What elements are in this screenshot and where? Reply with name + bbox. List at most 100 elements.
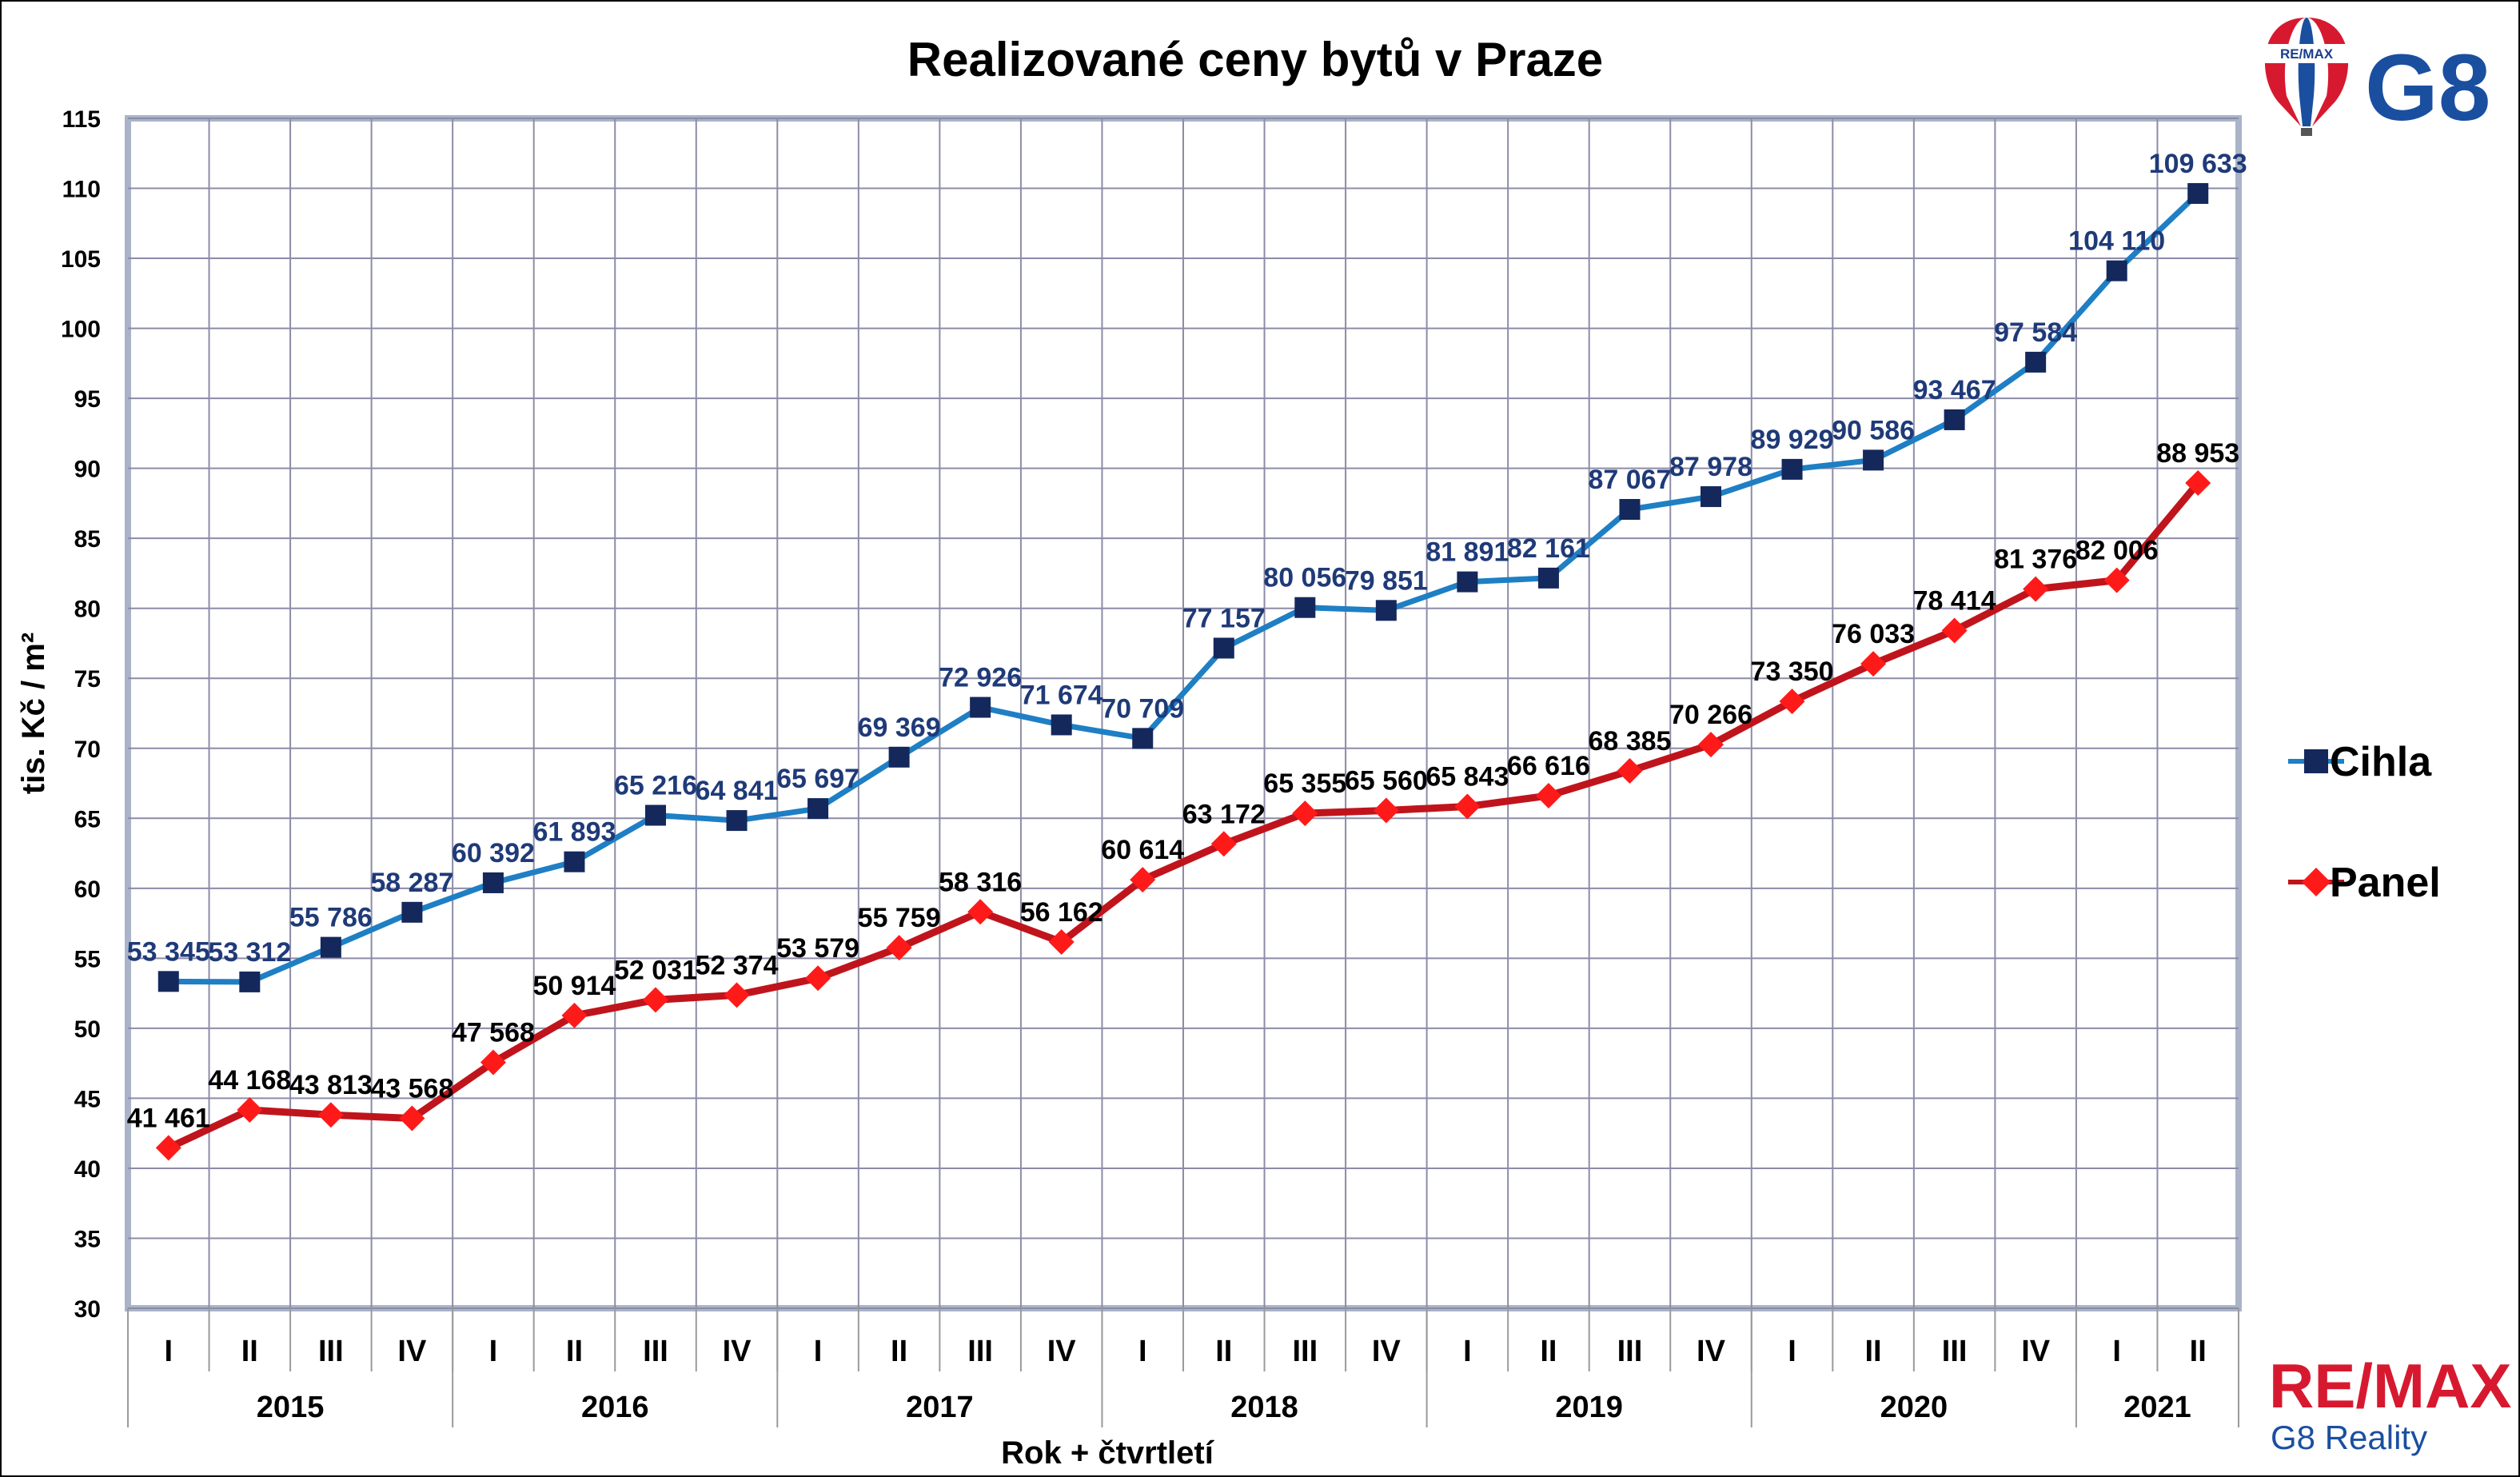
data-point-cihla — [482, 872, 504, 893]
legend: Cihla Panel — [2288, 739, 2441, 906]
chart-title: Realizované ceny bytů v Praze — [907, 33, 1603, 86]
data-point-panel — [1210, 831, 1237, 857]
data-point-cihla — [1781, 458, 1803, 480]
data-point-cihla — [2187, 182, 2209, 204]
y-tick-label: 45 — [74, 1086, 101, 1112]
x-quarter-label: I — [164, 1335, 173, 1368]
x-quarter-label: III — [967, 1335, 993, 1368]
x-year-label: 2020 — [1880, 1391, 1948, 1424]
x-quarter-label: I — [489, 1335, 498, 1368]
data-label-panel: 63 172 — [1182, 799, 1266, 829]
x-quarter-label: IV — [723, 1335, 752, 1368]
x-axis: I II III IV I II III IV I II III IV I II III IV I II III IV… — [127, 1308, 2239, 1427]
data-point-panel — [886, 935, 912, 961]
data-label-cihla: 61 893 — [532, 817, 616, 848]
gridlines — [128, 118, 2239, 1309]
x-quarter-label: III — [643, 1335, 668, 1368]
data-label-cihla: 60 392 — [452, 838, 535, 868]
x-quarter-label: II — [1215, 1335, 1232, 1368]
data-label-panel: 78 414 — [1913, 585, 1996, 616]
data-label-cihla: 53 345 — [127, 936, 210, 967]
data-label-panel: 55 759 — [858, 903, 941, 933]
y-axis-label: tis. Kč / m² — [16, 633, 51, 794]
y-tick-label: 75 — [74, 666, 101, 693]
data-point-panel — [967, 899, 994, 925]
data-label-cihla: 71 674 — [1020, 680, 1103, 710]
data-point-panel — [1454, 793, 1481, 820]
data-label-panel: 66 616 — [1507, 751, 1590, 781]
data-label-panel: 70 266 — [1669, 700, 1752, 730]
x-quarter-label: IV — [1697, 1335, 1726, 1368]
data-point-cihla — [1944, 409, 1965, 430]
x-quarter-label: IV — [397, 1335, 427, 1368]
data-point-cihla — [1863, 449, 1884, 471]
data-point-cihla — [2106, 260, 2127, 281]
y-tick-label: 95 — [74, 386, 101, 413]
data-point-panel — [237, 1096, 263, 1123]
data-point-cihla — [1213, 637, 1234, 659]
y-tick-label: 30 — [74, 1296, 101, 1323]
y-tick-label: 105 — [61, 246, 101, 273]
data-point-cihla — [239, 971, 261, 992]
x-quarter-label: IV — [1047, 1335, 1077, 1368]
y-tick-label: 55 — [74, 946, 101, 972]
data-label-panel: 44 168 — [208, 1065, 291, 1096]
data-label-panel: 52 031 — [614, 955, 697, 985]
balloon-icon: RE/MAX — [2263, 18, 2351, 136]
x-quarter-label: II — [566, 1335, 583, 1368]
x-year-label: 2015 — [257, 1391, 325, 1424]
data-point-cihla — [1294, 597, 1316, 618]
y-tick-label: 50 — [74, 1016, 101, 1043]
data-point-panel — [2185, 469, 2211, 496]
data-point-panel — [724, 982, 750, 1008]
data-label-panel: 82 006 — [2075, 536, 2159, 566]
y-tick-label: 40 — [74, 1156, 101, 1183]
y-tick-label: 115 — [62, 106, 101, 133]
data-point-cihla — [320, 936, 341, 958]
x-quarter-label: I — [814, 1335, 823, 1368]
footer-brand-sub: G8 Reality — [2271, 1419, 2427, 1456]
data-label-cihla: 53 312 — [208, 937, 291, 968]
data-point-cihla — [158, 971, 179, 992]
data-label-cihla: 82 161 — [1507, 533, 1590, 564]
data-label-panel: 81 376 — [1994, 545, 2077, 575]
legend-label-panel: Panel — [2330, 860, 2441, 906]
data-point-panel — [1941, 617, 1968, 644]
y-tick-label: 60 — [74, 876, 101, 903]
data-label-cihla: 89 929 — [1751, 425, 1834, 455]
legend-marker-square — [2304, 749, 2328, 773]
data-point-cihla — [970, 697, 991, 718]
data-label-panel: 41 461 — [127, 1103, 210, 1133]
data-point-panel — [1617, 758, 1643, 784]
data-label-cihla: 87 978 — [1669, 452, 1752, 482]
data-label-panel: 52 374 — [696, 950, 779, 980]
data-label-panel: 65 843 — [1425, 762, 1509, 792]
x-quarter-label: III — [1617, 1335, 1643, 1368]
data-point-panel — [643, 987, 668, 1013]
data-point-panel — [1292, 800, 1318, 827]
data-label-cihla: 104 110 — [2068, 226, 2165, 257]
x-quarter-label: II — [891, 1335, 907, 1368]
data-point-panel — [1048, 929, 1075, 956]
data-point-cihla — [401, 901, 423, 923]
data-point-cihla — [1375, 600, 1397, 621]
data-label-cihla: 97 584 — [1994, 317, 2077, 348]
data-label-cihla: 90 586 — [1832, 415, 1915, 445]
data-label-panel: 56 162 — [1020, 897, 1103, 928]
data-point-cihla — [1619, 498, 1641, 520]
x-quarter-label: I — [1138, 1335, 1147, 1368]
data-point-cihla — [1051, 714, 1072, 736]
data-label-panel: 65 355 — [1263, 768, 1346, 799]
y-tick-label: 70 — [74, 737, 101, 763]
legend-item-panel: Panel — [2288, 860, 2441, 906]
data-point-panel — [1373, 797, 1399, 824]
data-point-cihla — [2025, 351, 2047, 373]
x-quarter-label: IV — [2021, 1335, 2051, 1368]
x-quarter-label: I — [1788, 1335, 1796, 1368]
data-point-cihla — [1132, 728, 1154, 749]
x-year-label: 2021 — [2123, 1391, 2191, 1424]
data-point-cihla — [1537, 567, 1559, 589]
x-quarter-label: I — [2112, 1335, 2121, 1368]
data-label-panel: 76 033 — [1832, 619, 1915, 649]
